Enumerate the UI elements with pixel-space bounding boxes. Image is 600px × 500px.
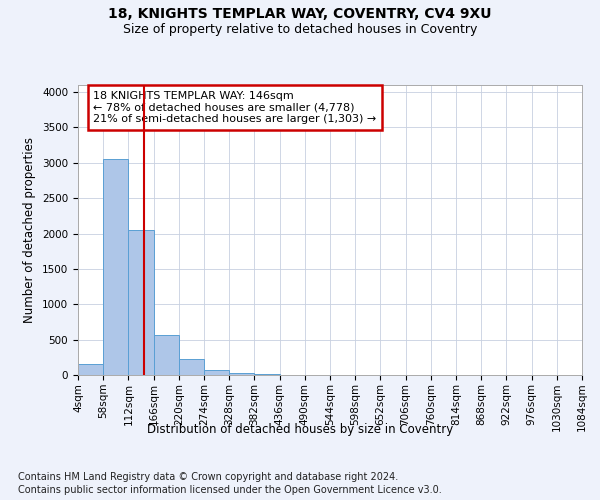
Y-axis label: Number of detached properties: Number of detached properties bbox=[23, 137, 37, 323]
Bar bbox=[103, 158, 128, 375]
Text: Contains HM Land Registry data © Crown copyright and database right 2024.: Contains HM Land Registry data © Crown c… bbox=[18, 472, 398, 482]
Text: Contains public sector information licensed under the Open Government Licence v3: Contains public sector information licen… bbox=[18, 485, 442, 495]
Bar bbox=[229, 373, 254, 375]
Bar bbox=[254, 374, 280, 375]
Text: Size of property relative to detached houses in Coventry: Size of property relative to detached ho… bbox=[123, 22, 477, 36]
Text: 18 KNIGHTS TEMPLAR WAY: 146sqm
← 78% of detached houses are smaller (4,778)
21% : 18 KNIGHTS TEMPLAR WAY: 146sqm ← 78% of … bbox=[93, 91, 376, 124]
Text: 18, KNIGHTS TEMPLAR WAY, COVENTRY, CV4 9XU: 18, KNIGHTS TEMPLAR WAY, COVENTRY, CV4 9… bbox=[108, 8, 492, 22]
Bar bbox=[179, 360, 204, 375]
Bar bbox=[128, 230, 154, 375]
Bar bbox=[154, 334, 179, 375]
Text: Distribution of detached houses by size in Coventry: Distribution of detached houses by size … bbox=[147, 422, 453, 436]
Bar bbox=[78, 364, 103, 375]
Bar bbox=[204, 370, 229, 375]
